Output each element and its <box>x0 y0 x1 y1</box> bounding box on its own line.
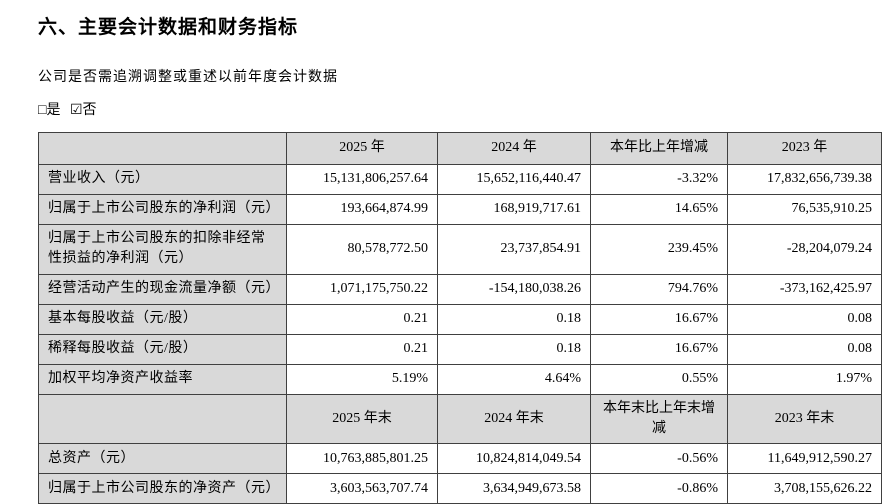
cell-change: 16.67% <box>590 303 728 335</box>
cell-2025: 15,131,806,257.64 <box>286 164 438 195</box>
header-eop-change: 本年末比上年末增减 <box>590 393 728 445</box>
cell-change: -0.86% <box>590 473 728 504</box>
header-2023-eop: 2023 年末 <box>727 393 882 445</box>
restatement-options: □是 ☑否 <box>38 99 881 119</box>
header-corner-cell <box>38 393 287 445</box>
cell-2024: -154,180,038.26 <box>437 273 591 305</box>
cell-change: 14.65% <box>590 194 728 225</box>
cell-label: 归属于上市公司股东的净资产（元） <box>38 473 287 504</box>
cell-2023: 0.08 <box>727 303 882 335</box>
cell-label: 归属于上市公司股东的净利润（元） <box>38 194 287 225</box>
cell-2023: 17,832,656,739.38 <box>727 164 882 195</box>
cell-change: 0.55% <box>590 363 728 395</box>
cell-label: 归属于上市公司股东的扣除非经常性损益的净利润（元） <box>38 224 287 275</box>
cell-2025: 0.21 <box>286 333 438 365</box>
header-2024-eop: 2024 年末 <box>437 393 591 445</box>
cell-2024: 168,919,717.61 <box>437 194 591 225</box>
cell-2023: 11,649,912,590.27 <box>727 443 882 475</box>
cell-2024: 10,824,814,049.54 <box>437 443 591 475</box>
cell-2024: 0.18 <box>437 333 591 365</box>
cell-2024: 0.18 <box>437 303 591 335</box>
cell-2023: -373,162,425.97 <box>727 273 882 305</box>
section-title: 六、主要会计数据和财务指标 <box>38 17 299 38</box>
checkbox-yes: □是 <box>38 103 61 118</box>
cell-2024: 23,737,854.91 <box>437 224 591 275</box>
cell-2025: 0.21 <box>286 303 438 335</box>
cell-label: 总资产（元） <box>38 443 287 475</box>
row-diluted-eps: 稀释每股收益（元/股） 0.21 0.18 16.67% 0.08 <box>38 333 882 365</box>
header-2023: 2023 年 <box>727 132 882 165</box>
cell-label: 基本每股收益（元/股） <box>38 303 287 335</box>
cell-2025: 193,664,874.99 <box>286 194 438 225</box>
header-corner-cell <box>38 132 287 165</box>
row-net-assets-attributable: 归属于上市公司股东的净资产（元） 3,603,563,707.74 3,634,… <box>38 473 882 504</box>
row-operating-revenue: 营业收入（元） 15,131,806,257.64 15,652,116,440… <box>38 164 882 195</box>
header-yoy-change: 本年比上年增减 <box>590 132 728 165</box>
row-total-assets: 总资产（元） 10,763,885,801.25 10,824,814,049.… <box>38 443 882 475</box>
cell-2024: 15,652,116,440.47 <box>437 164 591 195</box>
financial-indicators-table: 2025 年 2024 年 本年比上年增减 2023 年 营业收入（元） 15,… <box>38 132 882 504</box>
cell-2023: -28,204,079.24 <box>727 224 882 275</box>
cell-label: 营业收入（元） <box>38 164 287 195</box>
cell-label: 稀释每股收益（元/股） <box>38 333 287 365</box>
cell-2025: 5.19% <box>286 363 438 395</box>
cell-2023: 0.08 <box>727 333 882 365</box>
cell-change: 16.67% <box>590 333 728 365</box>
restatement-question: 公司是否需追溯调整或重述以前年度会计数据 <box>38 70 338 85</box>
cell-change: -3.32% <box>590 164 728 195</box>
header-2025: 2025 年 <box>286 132 438 165</box>
cell-2024: 4.64% <box>437 363 591 395</box>
cell-2025: 1,071,175,750.22 <box>286 273 438 305</box>
row-weighted-avg-roe: 加权平均净资产收益率 5.19% 4.64% 0.55% 1.97% <box>38 363 882 395</box>
header-row-period: 2025 年 2024 年 本年比上年增减 2023 年 <box>38 132 882 165</box>
header-2024: 2024 年 <box>437 132 591 165</box>
cell-2025: 3,603,563,707.74 <box>286 473 438 504</box>
cell-change: 239.45% <box>590 224 728 275</box>
row-net-profit-attributable: 归属于上市公司股东的净利润（元） 193,664,874.99 168,919,… <box>38 194 882 225</box>
cell-2025: 10,763,885,801.25 <box>286 443 438 475</box>
checkbox-no: ☑否 <box>69 103 97 118</box>
header-row-end-of-period: 2025 年末 2024 年末 本年末比上年末增减 2023 年末 <box>38 393 882 445</box>
row-net-profit-excl-nonrecurring: 归属于上市公司股东的扣除非经常性损益的净利润（元） 80,578,772.50 … <box>38 224 882 275</box>
cell-change: 794.76% <box>590 273 728 305</box>
cell-change: -0.56% <box>590 443 728 475</box>
header-2025-eop: 2025 年末 <box>286 393 438 445</box>
cell-label: 经营活动产生的现金流量净额（元） <box>38 273 287 305</box>
row-basic-eps: 基本每股收益（元/股） 0.21 0.18 16.67% 0.08 <box>38 303 882 335</box>
row-operating-cash-flow: 经营活动产生的现金流量净额（元） 1,071,175,750.22 -154,1… <box>38 273 882 305</box>
cell-2023: 76,535,910.25 <box>727 194 882 225</box>
cell-label: 加权平均净资产收益率 <box>38 363 287 395</box>
cell-2024: 3,634,949,673.58 <box>437 473 591 504</box>
cell-2023: 1.97% <box>727 363 882 395</box>
cell-2023: 3,708,155,626.22 <box>727 473 882 504</box>
cell-2025: 80,578,772.50 <box>286 224 438 275</box>
